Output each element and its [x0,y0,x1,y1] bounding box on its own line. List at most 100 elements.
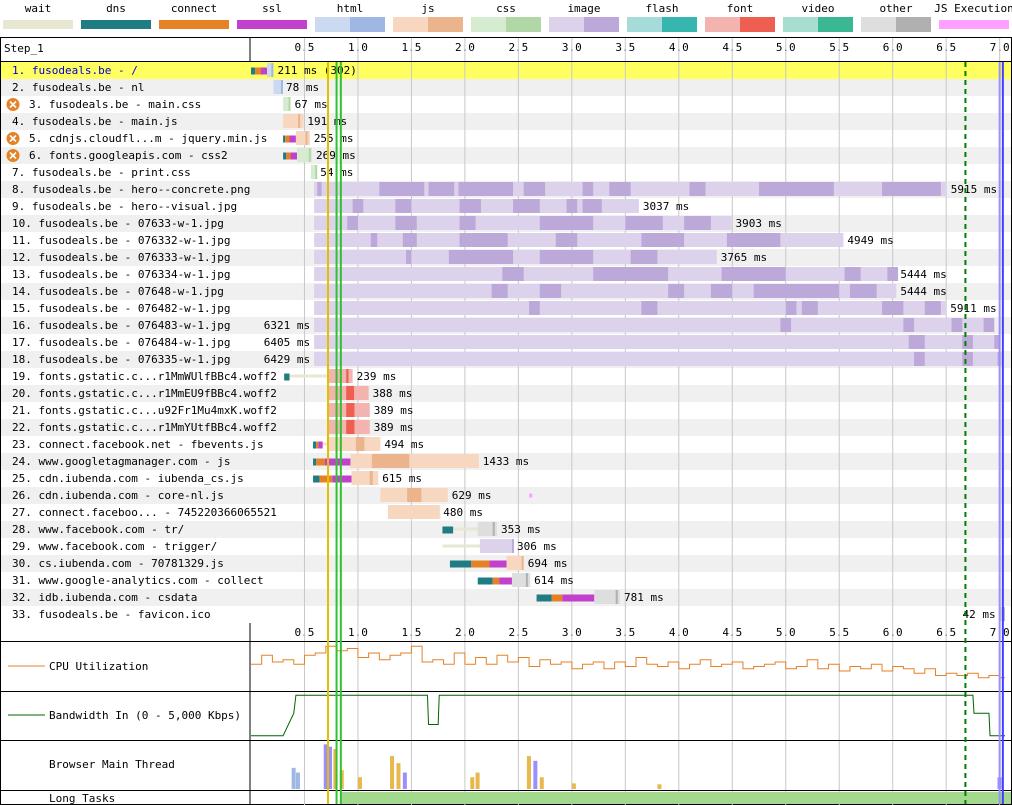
ttfb-segment [283,97,289,111]
request-time: 1433 ms [483,455,529,468]
main-thread-bar [333,749,338,789]
request-label[interactable]: 28. www.facebook.com - tr/ [12,523,184,536]
ttfb-segment [314,216,321,230]
row-background [1,487,1011,504]
download-segment [320,233,844,247]
request-label[interactable]: 9. fusodeals.be - hero--visual.jpg [12,200,237,213]
data-chunk [288,97,291,111]
legend-label: css [496,2,516,15]
data-chunk [371,454,410,468]
ssl-segment [562,594,595,602]
request-label[interactable]: 1. fusodeals.be - / [12,64,138,77]
wait-segment [442,544,480,548]
request-label[interactable]: 24. www.googletagmanager.com - js [12,455,231,468]
ttfb-segment [314,335,321,349]
legend-label: image [567,2,600,15]
ttfb-segment [511,573,526,587]
request-label[interactable]: 25. cdn.iubenda.com - iubenda_cs.js [12,472,244,485]
data-chunk [997,352,1000,366]
download-segment [320,318,991,332]
request-label[interactable]: 33. fusodeals.be - favicon.ico [12,608,211,621]
legend-swatch-dark [740,17,775,32]
request-label[interactable]: 29. www.facebook.com - trigger/ [12,540,217,553]
data-chunk [352,199,364,213]
connect-segment [316,441,319,449]
request-label[interactable]: 4. fusodeals.be - main.js [12,115,178,128]
ttfb-segment [479,539,512,553]
request-label[interactable]: 3. fusodeals.be - main.css [29,98,201,111]
data-chunk [641,301,658,315]
ttfb-segment [477,522,493,536]
request-label[interactable]: 11. fusodeals.be - 076332-w-1.jpg [12,234,231,247]
main-thread-bar [323,744,328,789]
data-chunk [539,216,594,230]
request-label[interactable]: 14. fusodeals.be - 07648-w-1.jpg [12,285,224,298]
download-segment [320,352,1002,366]
request-label[interactable]: 12. fusodeals.be - 076333-w-1.jpg [12,251,231,264]
data-chunk [308,148,311,162]
request-label[interactable]: 5. cdnjs.cloudfl...m - jquery.min.js [29,132,267,145]
request-label[interactable]: 27. connect.faceboo... - 745220366065521 [12,506,277,519]
request-label[interactable]: 2. fusodeals.be - nl [12,81,144,94]
legend-label: other [879,2,912,15]
connect-segment [286,152,291,160]
data-chunk [555,233,578,247]
request-label[interactable]: 16. fusodeals.be - 076483-w-1.jpg [12,319,231,332]
request-time: 3037 ms [643,200,689,213]
request-label[interactable]: 10. fusodeals.be - 07633-w-1.jpg [12,217,224,230]
request-time: 5911 ms [950,302,996,315]
ssl-segment [289,135,296,143]
legend-label: flash [645,2,678,15]
ssl-segment [318,441,323,449]
ssl-segment [260,67,268,75]
request-time: 67 ms [295,98,328,111]
ssl-segment [332,475,352,483]
request-label[interactable]: 26. cdn.iubenda.com - core-nl.js [12,489,224,502]
request-label[interactable]: 19. fonts.gstatic.c...r1MmWUlfBBc4.woff2 [12,370,277,383]
request-bar [314,335,1000,349]
request-label[interactable]: 18. fusodeals.be - 076335-w-1.jpg [12,353,231,366]
data-chunk [721,267,786,281]
request-label[interactable]: 21. fonts.gstatic.c...u92Fr1Mu4mxK.woff2 [12,404,277,417]
row-background [1,113,1011,130]
request-time: 388 ms [373,387,413,400]
legend-swatch-light [783,17,818,32]
request-label[interactable]: 15. fusodeals.be - 076482-w-1.jpg [12,302,231,315]
data-chunk [887,267,899,281]
ttfb-segment [314,233,321,247]
main-thread-bar [390,756,395,789]
request-label[interactable]: 31. www.google-analytics.com - collect [12,574,264,587]
main-thread-bar [526,756,531,789]
legend-item-connect: connect [159,2,229,29]
data-chunk [305,131,308,145]
download-segment [346,369,353,383]
data-chunk [513,199,540,213]
data-chunk [346,420,355,434]
request-label[interactable]: 17. fusodeals.be - 076484-w-1.jpg [12,336,231,349]
request-label[interactable]: 32. idb.iubenda.com - csdata [12,591,197,604]
connect-segment [285,135,290,143]
request-label[interactable]: 23. connect.facebook.net - fbevents.js [12,438,264,451]
dns-segment [477,577,493,585]
request-label[interactable]: 6. fonts.googleapis.com - css2 [29,149,228,162]
ssl-segment [290,152,297,160]
request-bar [310,165,318,179]
request-bar [314,182,947,196]
request-label[interactable]: 30. cs.iubenda.com - 70781329.js [12,557,224,570]
legend-item-video: video [783,2,853,32]
request-label[interactable]: 8. fusodeals.be - hero--concrete.png [12,183,250,196]
request-label[interactable]: 7. fusodeals.be - print.css [12,166,191,179]
data-chunk [785,301,797,315]
row-background [1,453,1011,470]
data-chunk [710,284,733,298]
request-label[interactable]: 13. fusodeals.be - 076334-w-1.jpg [12,268,231,281]
data-chunk [347,216,358,230]
data-chunk [625,216,663,230]
ttfb-segment [314,301,321,315]
data-chunk [914,352,925,366]
request-time: 3765 ms [721,251,767,264]
request-label[interactable]: 22. fonts.gstatic.c...r1MmYUtfBBc4.woff2 [12,421,277,434]
download-segment [320,284,897,298]
request-label[interactable]: 20. fonts.gstatic.c...r1MmEU9fBBc4.woff2 [12,387,277,400]
